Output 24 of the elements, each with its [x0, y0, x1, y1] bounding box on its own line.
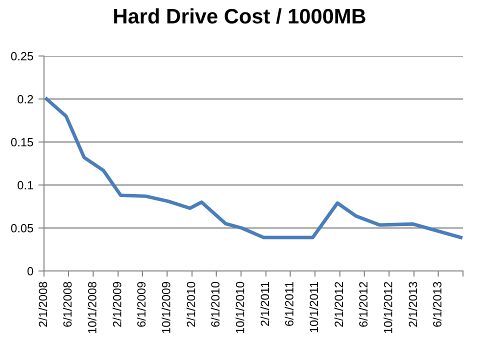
x-tick-label: 6/1/2008: [63, 282, 72, 327]
x-tick-label: 6/1/2010: [210, 282, 220, 327]
x-tick-label: 2/1/2013: [408, 282, 418, 327]
x-tick-label: 6/1/2009: [136, 282, 146, 327]
y-tick-label: 0.2: [18, 95, 33, 104]
x-tick-label: 6/1/2011: [284, 282, 294, 326]
y-tick-label: 0.15: [11, 138, 34, 146]
y-tick-label: 0.25: [11, 52, 34, 60]
x-tick-label: 2/1/2010: [186, 282, 196, 327]
y-tick-label: 0.1: [18, 181, 34, 190]
x-tick-label: 6/1/2013: [432, 282, 442, 327]
x-tick-label: 10/1/2008: [88, 282, 96, 334]
chart-title: Hard Drive Cost / 1000MB: [114, 8, 366, 24]
x-tick-label: 10/1/2011: [309, 282, 318, 332]
x-tick-label: 2/1/2009: [112, 282, 122, 327]
y-tick-label: 0.05: [11, 224, 34, 232]
x-tick-label: 6/1/2012: [358, 282, 368, 327]
x-tick-label: 2/1/2008: [38, 282, 48, 327]
x-tick-label: 10/1/2009: [162, 282, 170, 334]
x-tick-label: 2/1/2011: [260, 282, 270, 326]
x-tick-label: 10/1/2010: [236, 282, 244, 334]
x-tick-label: 2/1/2012: [334, 282, 344, 327]
y-tick-label: 0: [27, 267, 34, 276]
x-tick-label: 10/1/2012: [384, 282, 392, 334]
